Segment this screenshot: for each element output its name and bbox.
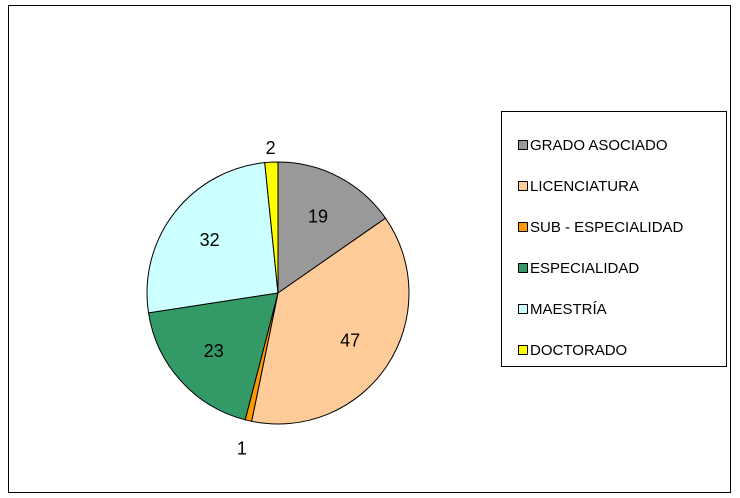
pie-slice-maestr-a — [146, 162, 279, 314]
data-label: 23 — [204, 341, 224, 361]
legend-label: SUB - ESPECIALIDAD — [530, 218, 684, 236]
legend-swatch — [518, 140, 528, 150]
data-label: 19 — [308, 206, 328, 226]
pie-slice-doctorado — [264, 161, 279, 294]
legend-label: LICENCIATURA — [530, 177, 639, 195]
legend-item-sub-especialidad: SUB - ESPECIALIDAD — [518, 217, 683, 237]
legend: GRADO ASOCIADO LICENCIATURA SUB - ESPECI… — [501, 111, 727, 367]
legend-swatch — [518, 222, 528, 232]
data-label: 47 — [340, 331, 360, 351]
pie-slice-grado-asociado — [277, 161, 387, 294]
pie-slices — [146, 161, 410, 425]
legend-label: MAESTRÍA — [530, 300, 607, 318]
data-label: 2 — [266, 138, 276, 158]
legend-swatch — [518, 345, 528, 355]
pie-slice-licenciatura — [251, 217, 410, 425]
legend-item-grado-asociado: GRADO ASOCIADO — [518, 135, 668, 155]
legend-label: DOCTORADO — [530, 341, 628, 359]
legend-item-especialidad: ESPECIALIDAD — [518, 258, 639, 278]
data-label: 1 — [237, 439, 247, 459]
legend-label: ESPECIALIDAD — [530, 259, 640, 277]
legend-swatch — [518, 263, 528, 273]
data-label: 32 — [200, 230, 220, 250]
legend-label: GRADO ASOCIADO — [530, 136, 668, 154]
legend-swatch — [518, 181, 528, 191]
legend-item-maestria: MAESTRÍA — [518, 299, 607, 319]
legend-item-licenciatura: LICENCIATURA — [518, 176, 639, 196]
legend-item-doctorado: DOCTORADO — [518, 340, 627, 360]
legend-swatch — [518, 304, 528, 314]
pie-data-labels: 19 47 1 23 32 2 — [200, 138, 361, 459]
pie-slice-especialidad — [147, 292, 279, 421]
